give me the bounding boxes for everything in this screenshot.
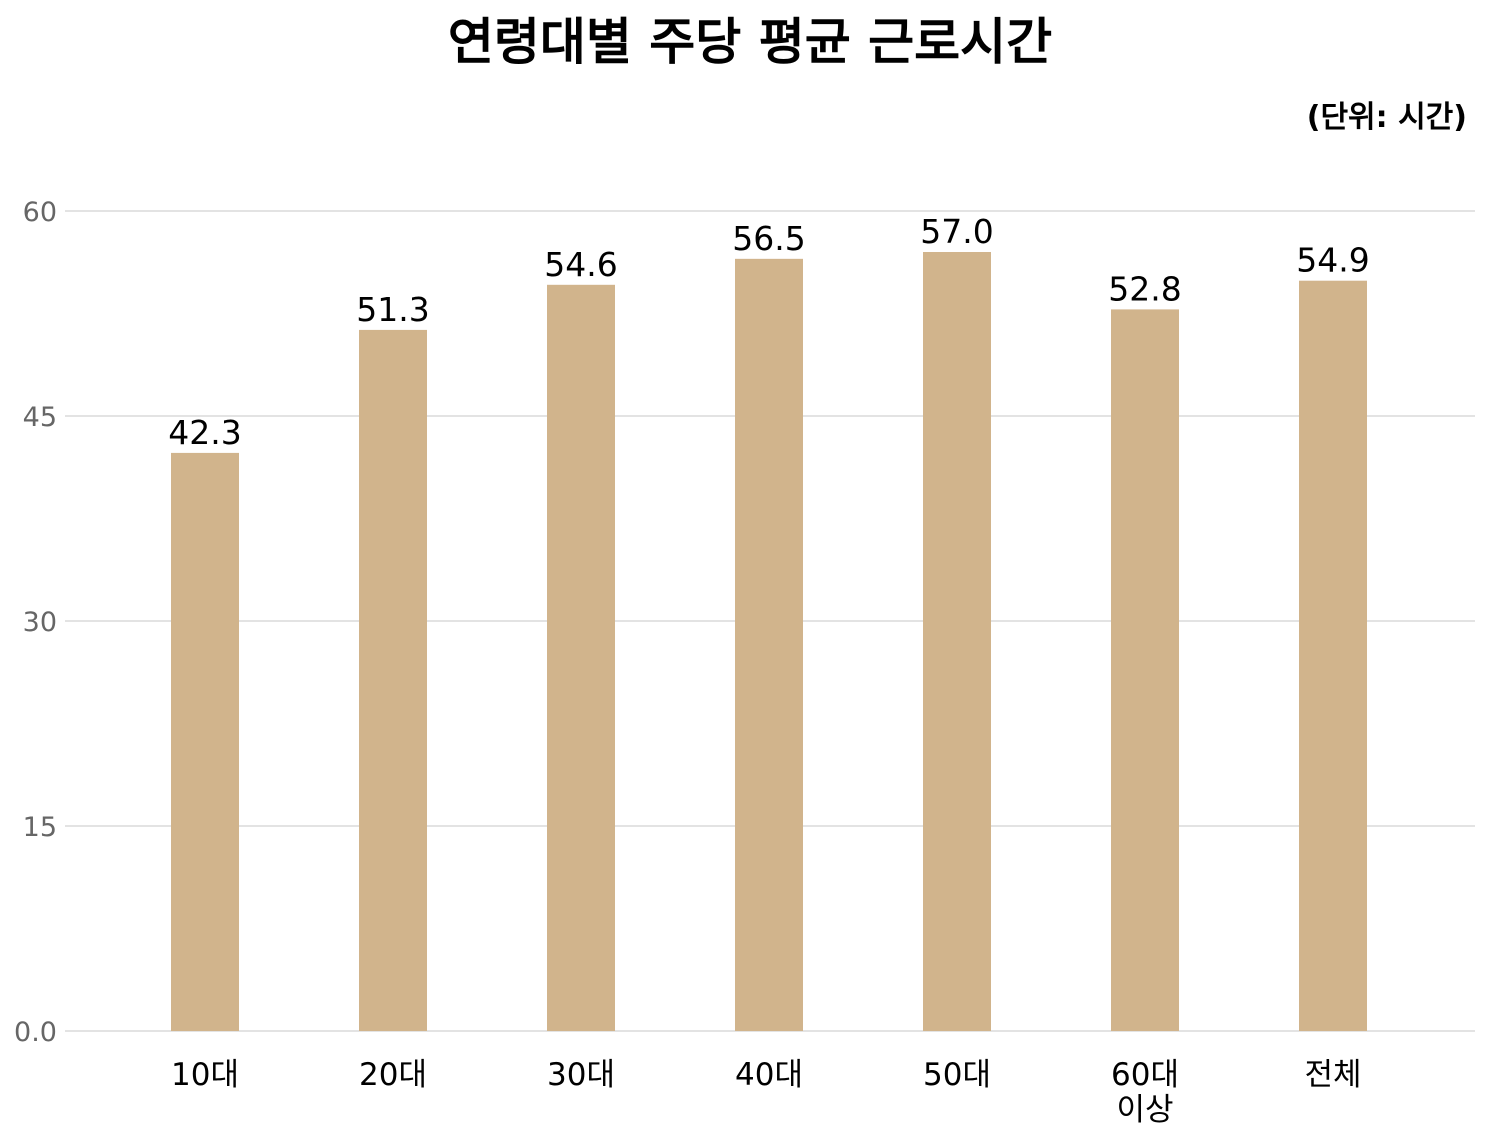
data-label: 57.0 — [920, 212, 993, 251]
data-label: 54.6 — [544, 245, 617, 284]
category-label: 20대 — [359, 1057, 427, 1093]
y-tick-label: 60 — [23, 197, 57, 228]
y-tick-label: 0.0 — [14, 1017, 57, 1048]
y-tick-label: 45 — [23, 402, 57, 433]
category-label: 전체 — [1304, 1057, 1361, 1093]
bar — [923, 252, 991, 1031]
data-label: 51.3 — [356, 290, 429, 329]
bar — [1111, 309, 1179, 1031]
y-tick-label: 30 — [23, 607, 57, 638]
data-label: 54.9 — [1296, 241, 1369, 280]
bar — [1299, 280, 1367, 1031]
data-label: 42.3 — [168, 413, 241, 452]
category-label: 60대 이상 — [1111, 1057, 1179, 1128]
bar — [359, 329, 427, 1031]
bar — [735, 258, 803, 1031]
bar — [547, 284, 615, 1031]
y-tick-label: 15 — [23, 812, 57, 843]
unit-note: (단위: 시간) — [1306, 100, 1467, 135]
category-label: 50대 — [923, 1057, 991, 1093]
category-label: 40대 — [735, 1057, 803, 1093]
data-label: 52.8 — [1108, 269, 1181, 308]
bar — [171, 452, 239, 1031]
chart-title: 연령대별 주당 평균 근로시간 — [447, 13, 1053, 71]
category-label: 30대 — [547, 1057, 615, 1093]
data-label: 56.5 — [732, 219, 805, 258]
category-label: 10대 — [171, 1057, 239, 1093]
